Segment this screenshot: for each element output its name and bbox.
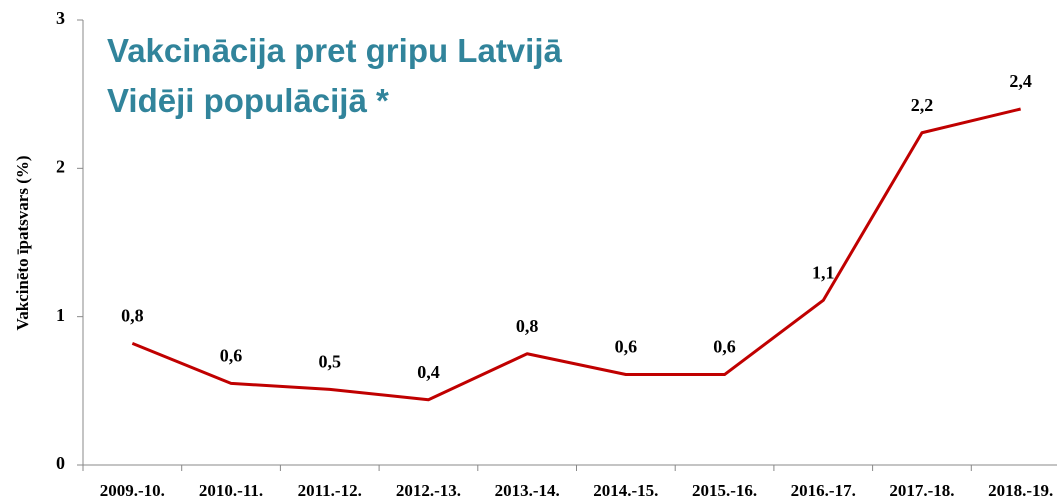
data-label: 0,8 — [121, 305, 144, 325]
y-tick-label: 1 — [56, 305, 65, 325]
data-label: 0,6 — [713, 337, 736, 357]
x-tick-label: 2010.-11. — [199, 481, 263, 500]
y-tick-label: 3 — [56, 8, 65, 28]
y-tick-label: 2 — [56, 156, 65, 176]
data-label: 2,4 — [1009, 71, 1032, 91]
data-label: 0,4 — [417, 362, 440, 382]
x-tick-label: 2011.-12. — [298, 481, 362, 500]
data-label: 0,5 — [319, 351, 342, 371]
y-axis-label: Vakcinēto īpatsvars (%) — [13, 155, 32, 330]
x-tick-label: 2017.-18. — [889, 481, 954, 500]
x-tick-label: 2009.-10. — [100, 481, 165, 500]
data-label: 0,8 — [516, 316, 539, 336]
x-tick-label: 2012.-13. — [396, 481, 461, 500]
chart-subtitle: Vidēji populācijā * — [107, 82, 389, 119]
x-tick-label: 2018.-19. — [988, 481, 1053, 500]
chart-title: Vakcinācija pret gripu Latvijā — [107, 32, 562, 69]
data-label: 0,6 — [220, 346, 243, 366]
x-tick-label: 2013.-14. — [495, 481, 560, 500]
data-label: 0,6 — [615, 337, 638, 357]
data-label: 2,2 — [911, 95, 934, 115]
data-label: 1,1 — [812, 262, 835, 282]
y-tick-label: 0 — [56, 453, 65, 473]
line — [131, 107, 1022, 402]
x-tick-label: 2015.-16. — [692, 481, 757, 500]
x-tick-label: 2014.-15. — [593, 481, 658, 500]
x-tick-label: 2016.-17. — [791, 481, 856, 500]
